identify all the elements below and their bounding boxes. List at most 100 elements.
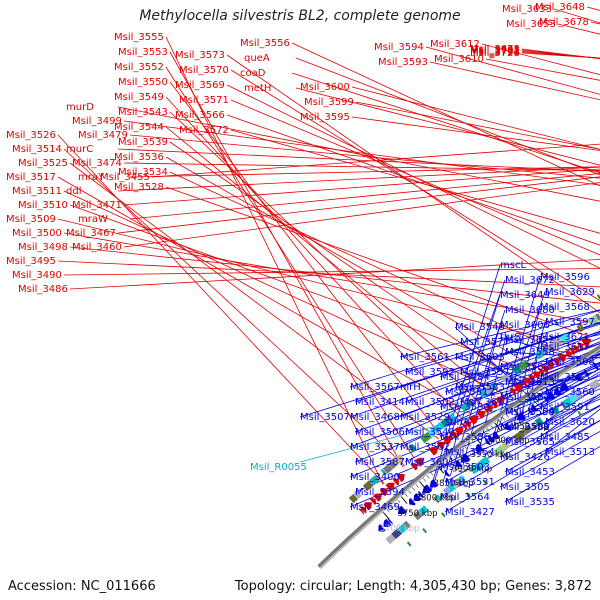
- forward-gene: [476, 410, 486, 419]
- callout-line: [351, 86, 600, 150]
- callout-line: [230, 99, 600, 256]
- cog-color-bar-inner: [562, 397, 573, 408]
- scale-tick: [513, 408, 520, 417]
- feature-rings: [348, 294, 600, 547]
- scale-minor-tick: [390, 505, 394, 510]
- reverse-gene: [492, 431, 500, 439]
- cog-color-bar-inner: [521, 424, 534, 436]
- gene-label-reverse: Msil_3591: [540, 402, 590, 413]
- scale-minor-tick: [393, 502, 397, 507]
- gene-label-reverse: Msil_3537: [350, 442, 400, 453]
- scale-tick: [437, 466, 445, 474]
- cog-color-bar-inner: [560, 401, 567, 409]
- callout-line: [428, 264, 501, 494]
- callout-line: [521, 51, 600, 59]
- cog-color-bar: [449, 412, 457, 421]
- scale-minor-tick: [506, 414, 509, 418]
- forward-gene: [379, 488, 388, 497]
- callout-line: [521, 50, 600, 59]
- scale-label: 3850 kbp: [434, 479, 474, 489]
- cog-color-bar: [542, 347, 549, 355]
- callout-line: [165, 96, 464, 421]
- forward-gene: [552, 357, 560, 366]
- forward-gene: [360, 506, 367, 514]
- marker-tick: [457, 387, 463, 393]
- gene-label-reverse: Msil_3469: [350, 502, 400, 513]
- scale-minor-tick: [529, 397, 533, 402]
- callout-line: [63, 232, 600, 324]
- callout-line: [485, 58, 600, 81]
- gene-label-forward: Msil_3549: [114, 92, 164, 103]
- gene-label-reverse: Msil_3507: [300, 412, 350, 423]
- gene-label-forward: Msil_3517: [6, 172, 56, 183]
- gene-label-reverse: Msil_3568: [540, 302, 590, 313]
- cog-color-bar-inner: [402, 520, 411, 530]
- gene-label-forward: Msil_3490: [12, 270, 62, 281]
- scale-minor-tick: [386, 508, 390, 513]
- gene-label-forward: Msil_3594: [374, 42, 424, 53]
- forward-gene: [485, 404, 493, 413]
- gene-label-forward: Msil_3555: [114, 32, 164, 43]
- callout-line: [291, 72, 600, 174]
- gene-label-reverse: Msil_3586: [440, 432, 490, 443]
- gene-label-forward: Msil_3511: [12, 186, 62, 197]
- genome-backbone-highlight: [319, 348, 600, 569]
- cog-color-bar-inner: [447, 483, 456, 493]
- cog-color-bar: [576, 324, 583, 333]
- callout-line: [165, 186, 587, 336]
- gene-label-reverse: Msil_3548: [455, 322, 505, 333]
- gene-label-forward: Msil_3526: [6, 130, 56, 141]
- callout-line: [57, 218, 572, 346]
- callout-line: [399, 337, 600, 418]
- reverse-gene: [504, 422, 512, 431]
- map-title: Methylocella silvestris BL2, complete ge…: [139, 8, 461, 24]
- gene-label-forward: Msil_3509: [6, 214, 56, 225]
- gene-label-reverse: Msil_3527: [500, 392, 550, 403]
- cog-color-bar-inner: [478, 456, 491, 468]
- forward-gene: [358, 508, 365, 515]
- scale-minor-tick: [521, 403, 525, 407]
- forward-gene: [581, 338, 592, 348]
- callout-line: [123, 120, 600, 186]
- scale-label: 3750 kbp: [397, 509, 437, 519]
- callout-line: [539, 393, 600, 438]
- forward-gene: [454, 427, 464, 436]
- reverse-gene: [475, 443, 484, 452]
- callout-line: [123, 182, 600, 248]
- cog-color-bar-inner: [568, 393, 579, 404]
- gene-label-reverse: Msil_3427: [445, 507, 495, 518]
- gene-label-forward: Msil_3500: [12, 228, 62, 239]
- reverse-gene: [429, 479, 439, 488]
- gene-label-reverse: Msil_3504: [505, 407, 555, 418]
- callout-line: [354, 343, 600, 433]
- callout-line: [226, 114, 600, 246]
- cog-color-bar: [420, 431, 432, 444]
- cog-color-bar: [501, 373, 511, 383]
- gene-label-forward: Msil_3600: [300, 82, 350, 93]
- scale-minor-tick: [422, 478, 426, 482]
- gene-label-reverse: Msil_3513: [545, 447, 595, 458]
- topology-summary: Topology: circular; Length: 4,305,430 bp…: [234, 579, 592, 594]
- cog-color-bar-inner: [451, 477, 463, 489]
- gene-label-reverse: Msil_3559: [505, 407, 555, 418]
- gene-label-reverse: mscL: [500, 260, 526, 271]
- gene-label-forward: Msil_3460: [72, 242, 122, 253]
- scale-minor-tick: [464, 445, 467, 450]
- gene-label-forward: Msil_3595: [300, 112, 350, 123]
- callout-line: [553, 8, 600, 24]
- cog-color-bar: [362, 480, 374, 491]
- callout-line: [439, 405, 600, 498]
- scale-minor-tick: [408, 490, 412, 494]
- scale-tick: [400, 496, 408, 504]
- gene-label-forward: Msil_3539: [118, 137, 168, 148]
- cog-color-bar-inner: [442, 486, 452, 496]
- gene-label-reverse: Msil_3622: [505, 335, 555, 346]
- callout-line: [404, 346, 600, 433]
- gene-label-forward: Msil_3553: [118, 47, 168, 58]
- forward-gene: [495, 396, 506, 406]
- gene-label-forward: Msil_3733: [470, 47, 520, 58]
- scale-minor-tick: [430, 472, 434, 476]
- scale-minor-tick: [549, 384, 552, 388]
- forward-gene: [524, 377, 531, 385]
- cog-color-bar-inner: [493, 445, 505, 457]
